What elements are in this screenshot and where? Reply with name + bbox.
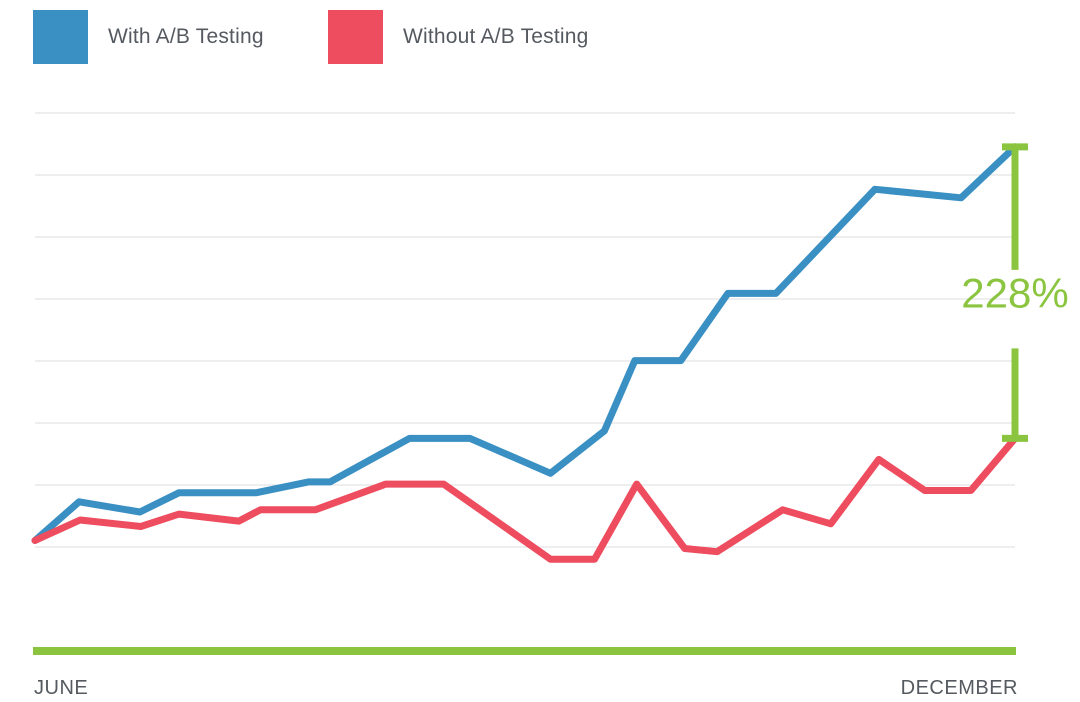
legend-label-without: Without A/B Testing (403, 25, 589, 48)
gridlines (35, 112, 1015, 548)
series-line-without (31, 434, 1019, 563)
legend-label-with: With A/B Testing (108, 25, 264, 48)
difference-label: 228% (961, 270, 1068, 317)
series-lines (31, 143, 1019, 655)
series-line-with (31, 143, 1019, 544)
legend-swatch-with (33, 10, 88, 64)
x-tick-start: JUNE (34, 677, 88, 699)
legend: With A/B Testing Without A/B Testing (0, 0, 1080, 80)
legend-item-with[interactable]: With A/B Testing (33, 10, 264, 64)
difference-annotation: 228% (961, 143, 1069, 442)
legend-swatch-without (328, 10, 383, 64)
x-tick-end: DECEMBER (901, 677, 1018, 699)
legend-item-without[interactable]: Without A/B Testing (328, 10, 589, 64)
